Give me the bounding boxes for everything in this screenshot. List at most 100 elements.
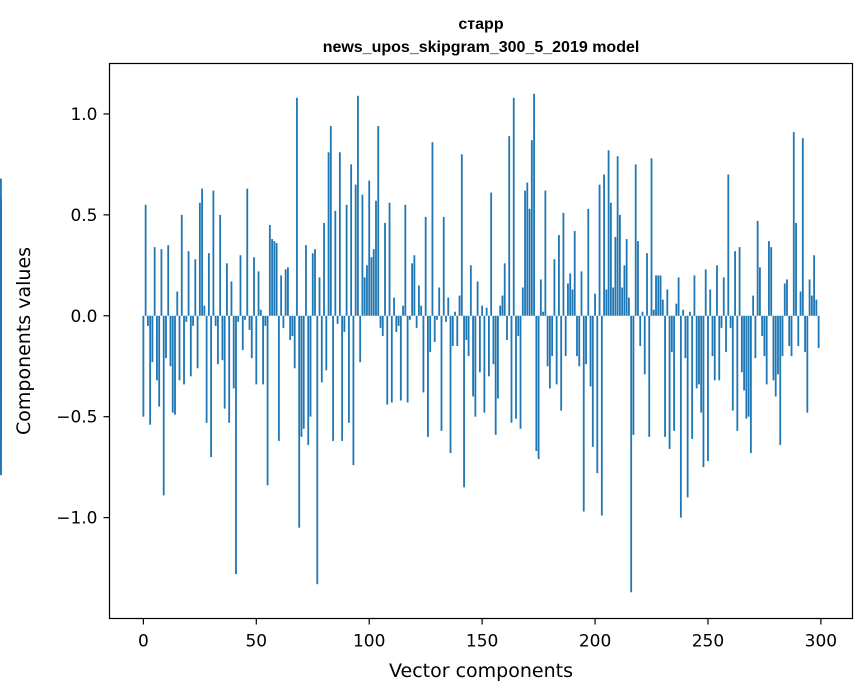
bar-234 bbox=[670, 315, 673, 353]
bar-131 bbox=[438, 287, 441, 316]
bar-undefined bbox=[0, 315, 2, 476]
bar-166 bbox=[517, 315, 520, 336]
bar-75 bbox=[311, 253, 314, 316]
bar-274 bbox=[761, 315, 764, 336]
bar-280 bbox=[774, 315, 777, 397]
bar-137 bbox=[451, 315, 454, 347]
bar-135 bbox=[447, 297, 450, 316]
chart-title-line1: старр bbox=[458, 16, 503, 33]
bar-85 bbox=[334, 210, 337, 316]
bar-218 bbox=[634, 164, 637, 316]
bar-63 bbox=[284, 269, 287, 316]
bar-11 bbox=[167, 245, 170, 316]
bar-29 bbox=[207, 253, 210, 316]
bar-40 bbox=[232, 315, 235, 389]
bar-43 bbox=[239, 255, 242, 316]
bar-254 bbox=[716, 265, 718, 316]
bar-190 bbox=[571, 289, 574, 316]
bar-108 bbox=[386, 315, 389, 405]
bar-139 bbox=[456, 315, 459, 347]
bar-102 bbox=[372, 249, 375, 316]
bar-257 bbox=[722, 277, 725, 316]
bar-151 bbox=[483, 315, 486, 413]
bar-20 bbox=[187, 251, 190, 316]
bar-242 bbox=[688, 311, 691, 316]
bar-99 bbox=[366, 265, 368, 316]
bar-185 bbox=[560, 315, 563, 411]
chart-title-line2: news_upos_skipgram_300_5_2019 model bbox=[323, 39, 640, 56]
bar-191 bbox=[573, 231, 576, 316]
bar-165 bbox=[515, 315, 517, 419]
bar-23 bbox=[194, 259, 197, 316]
bar-262 bbox=[734, 251, 736, 316]
bar-124 bbox=[422, 315, 425, 393]
bar-30 bbox=[210, 315, 213, 458]
y-tick-label: 1.0 bbox=[70, 105, 97, 125]
bar-156 bbox=[494, 315, 497, 435]
bar-53 bbox=[262, 315, 264, 385]
bar-168 bbox=[521, 287, 524, 316]
bar-48 bbox=[250, 315, 253, 359]
bar-186 bbox=[562, 212, 565, 316]
bar-67 bbox=[293, 315, 296, 369]
bar-113 bbox=[397, 315, 400, 326]
bar-98 bbox=[363, 277, 366, 316]
bar-201 bbox=[596, 315, 599, 474]
bar-158 bbox=[499, 305, 502, 316]
bar-169 bbox=[524, 190, 526, 316]
bar-150 bbox=[481, 305, 484, 316]
bar-163 bbox=[510, 315, 513, 423]
bar-12 bbox=[169, 315, 172, 367]
bar-210 bbox=[616, 156, 619, 316]
x-tick-label: 250 bbox=[692, 632, 724, 652]
bar-38 bbox=[228, 315, 231, 423]
bar-160 bbox=[503, 263, 506, 316]
bar-213 bbox=[623, 265, 626, 316]
bar-214 bbox=[625, 239, 628, 316]
bar-202 bbox=[598, 184, 601, 316]
y-tick-label: −0.5 bbox=[56, 408, 97, 428]
bar-61 bbox=[280, 275, 283, 316]
bar-35 bbox=[221, 315, 224, 361]
bar-260 bbox=[729, 315, 732, 328]
bar-181 bbox=[551, 315, 554, 357]
bar-42 bbox=[237, 315, 240, 322]
bar-223 bbox=[646, 253, 648, 316]
bar-115 bbox=[402, 305, 404, 316]
bar-123 bbox=[420, 305, 423, 316]
bar-171 bbox=[528, 208, 531, 316]
bar-172 bbox=[530, 140, 533, 316]
bar-104 bbox=[377, 126, 380, 316]
bar-76 bbox=[314, 249, 316, 316]
bar-36 bbox=[223, 315, 226, 409]
bar-15 bbox=[176, 291, 179, 316]
bar-73 bbox=[307, 315, 310, 445]
bar-19 bbox=[185, 315, 188, 322]
bar-54 bbox=[264, 315, 267, 326]
bar-247 bbox=[700, 315, 703, 413]
bar-149 bbox=[478, 315, 481, 373]
bar-51 bbox=[257, 271, 260, 316]
bar-90 bbox=[345, 204, 348, 316]
bar-31 bbox=[212, 190, 215, 316]
bar-180 bbox=[548, 315, 551, 389]
bar-81 bbox=[325, 315, 328, 371]
x-tick-label: 300 bbox=[805, 632, 837, 652]
y-tick-label: 0.5 bbox=[70, 206, 97, 226]
bar-133 bbox=[442, 216, 445, 316]
bar-187 bbox=[564, 315, 567, 357]
bar-252 bbox=[711, 315, 714, 357]
bar-145 bbox=[469, 265, 472, 316]
x-tick-label: 100 bbox=[353, 632, 385, 652]
bar-200 bbox=[594, 293, 596, 316]
bar-28 bbox=[205, 315, 208, 423]
bar-235 bbox=[673, 315, 675, 431]
bar-259 bbox=[727, 174, 730, 316]
bar-241 bbox=[686, 315, 689, 498]
bar-16 bbox=[178, 315, 181, 381]
bar-243 bbox=[691, 315, 694, 439]
bar-91 bbox=[347, 315, 350, 423]
y-tick-label: 0.0 bbox=[70, 307, 97, 327]
y-axis-ticks: −1.0 −0.5 0.0 0.5 1.0 bbox=[56, 105, 110, 529]
bar-253 bbox=[713, 315, 716, 381]
